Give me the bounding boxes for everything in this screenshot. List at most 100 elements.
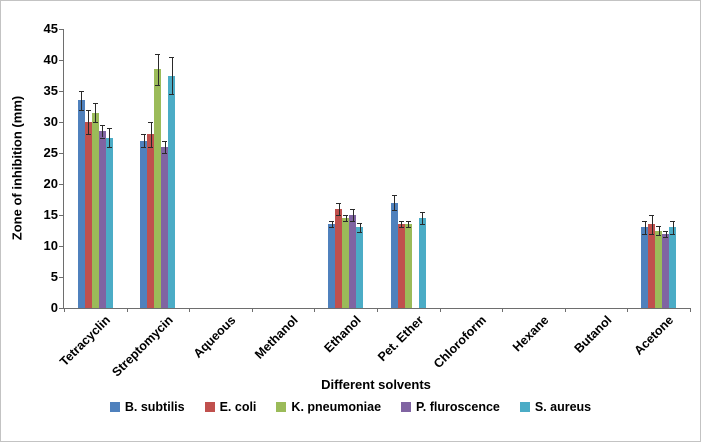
bar (342, 218, 350, 308)
error-bar-cap (141, 134, 147, 136)
legend-label: E. coli (219, 400, 257, 414)
bar (98, 131, 106, 308)
error-bar-cap (78, 109, 84, 111)
error-bar-cap (391, 210, 397, 212)
error-bar (401, 221, 403, 228)
error-bar (109, 128, 111, 147)
error-bar-cap (99, 137, 105, 139)
y-tick-mark (59, 60, 63, 61)
error-bar-cap (656, 226, 662, 228)
error-bar-cap (336, 215, 342, 216)
bar (168, 75, 176, 308)
legend-item: K. pneumoniae (276, 400, 381, 414)
error-bar (88, 109, 90, 135)
y-tick-label: 40 (43, 52, 58, 67)
x-tick-label: Acetone (631, 313, 677, 358)
x-tick-mark (189, 308, 190, 312)
error-bar-cap (649, 233, 655, 235)
error-bar (331, 221, 333, 228)
error-bar (672, 221, 674, 234)
error-bar-cap (398, 227, 404, 229)
bar (91, 112, 99, 308)
y-tick-label: 25 (43, 145, 58, 160)
error-bar (359, 223, 361, 232)
x-tick-mark (252, 308, 253, 312)
legend-label: P. fluroscence (416, 400, 500, 414)
x-tick-label: Streptomycin (109, 313, 176, 380)
x-tick-label: Chloroform (430, 313, 489, 372)
y-tick-mark (59, 184, 63, 185)
error-bar (408, 221, 410, 228)
error-bar-cap (336, 202, 342, 204)
bar (418, 218, 426, 308)
legend: B. subtilis E. coli K. pneumoniae P. fluros… (1, 400, 700, 414)
legend-item: P. fluroscence (401, 400, 500, 414)
bar (77, 100, 85, 308)
legend-item: S. aureus (519, 400, 592, 414)
x-tick-label: Tetracyclin (57, 313, 114, 369)
error-bar-cap (169, 94, 175, 96)
error-bar (157, 53, 159, 85)
bar (356, 227, 364, 308)
error-bar-cap (391, 195, 397, 197)
error-bar-cap (405, 221, 411, 223)
error-bar-cap (92, 122, 98, 123)
error-bar (143, 134, 145, 147)
error-bar (81, 91, 83, 110)
error-bar (164, 140, 166, 153)
x-tick-mark (377, 308, 378, 312)
error-bar-cap (141, 146, 147, 148)
error-bar-cap (357, 223, 363, 225)
y-tick-label: 30 (43, 114, 58, 129)
error-bar-cap (155, 84, 161, 86)
error-bar-cap (405, 227, 411, 229)
error-bar-cap (92, 103, 98, 105)
y-tick-mark (59, 122, 63, 123)
error-bar-cap (357, 231, 363, 233)
legend-swatch (401, 402, 412, 412)
error-bar (102, 125, 104, 138)
error-bar-cap (169, 56, 175, 58)
y-tick-mark (59, 277, 63, 278)
legend-label: K. pneumoniae (291, 400, 382, 414)
bar (335, 208, 343, 308)
x-tick-label: Pet. Ether (375, 313, 427, 365)
x-tick-mark (690, 308, 691, 312)
error-bar-cap (148, 146, 154, 148)
y-tick-mark (59, 215, 63, 216)
x-tick-mark (127, 308, 128, 312)
plot-area: 0 5 10 15 20 25 30 35 40 45 Tetracyclin Streptomyci… (44, 22, 691, 379)
x-axis-title: Different solvents (321, 377, 431, 392)
bar (669, 227, 677, 308)
x-tick-mark (314, 308, 315, 312)
error-bar-cap (162, 153, 168, 154)
error-bar-cap (663, 236, 669, 238)
x-tick-mark (440, 308, 441, 312)
legend-swatch (109, 402, 120, 412)
legend-item: E. coli (204, 400, 257, 414)
legend-swatch (519, 402, 530, 412)
error-bar-cap (78, 91, 84, 92)
error-bar (651, 215, 653, 234)
bar (154, 69, 162, 308)
legend-swatch (276, 402, 287, 412)
error-bar-cap (85, 134, 91, 136)
error-bar-cap (85, 109, 91, 111)
legend-label: S. aureus (534, 400, 592, 414)
error-bar-cap (350, 208, 356, 210)
error-bar (665, 230, 667, 237)
error-bar (171, 56, 173, 95)
error-bar (422, 211, 424, 225)
y-tick-mark (59, 153, 63, 154)
error-bar-cap (329, 221, 335, 223)
error-bar-cap (656, 234, 662, 236)
y-tick-label: 45 (43, 21, 58, 36)
error-bar-cap (343, 221, 349, 223)
bar (390, 202, 398, 308)
error-bar (95, 103, 97, 122)
legend-item: B. subtilis (109, 400, 185, 414)
x-tick-label: Methanol (252, 313, 302, 362)
error-bar-cap (106, 128, 112, 130)
error-bar-cap (162, 140, 168, 142)
